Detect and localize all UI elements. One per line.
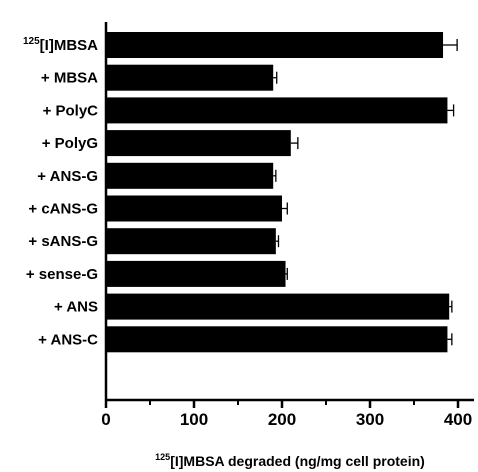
error-bar bbox=[443, 39, 458, 51]
error-bar bbox=[447, 104, 455, 117]
x-tick-label: 0 bbox=[101, 410, 110, 429]
bar bbox=[106, 228, 276, 255]
category-label: + PolyC bbox=[43, 102, 99, 119]
bar bbox=[106, 293, 450, 320]
category-label: 125[I]MBSA bbox=[23, 36, 98, 54]
category-label: + ANS-C bbox=[38, 331, 98, 348]
category-label: + sANS-G bbox=[28, 233, 98, 250]
error-bar bbox=[285, 267, 288, 280]
category-label-text: + ANS-G bbox=[37, 168, 98, 185]
x-axis-title-superscript: 125 bbox=[155, 452, 170, 462]
category-label-text: + cANS-G bbox=[28, 201, 98, 218]
x-tick-label: 200 bbox=[268, 410, 296, 429]
x-axis-title: 125[I]MBSA degraded (ng/mg cell protein) bbox=[155, 452, 425, 469]
category-label: + ANS bbox=[54, 299, 98, 316]
error-bar bbox=[275, 235, 280, 248]
x-tick-label: 300 bbox=[356, 410, 384, 429]
x-axis-title-text: [I]MBSA degraded (ng/mg cell protein) bbox=[170, 453, 425, 469]
category-label-text: + ANS bbox=[54, 299, 98, 316]
error-bars-group bbox=[273, 39, 458, 346]
category-label: + sense-G bbox=[26, 266, 98, 283]
x-tick-label: 400 bbox=[444, 410, 472, 429]
error-bar bbox=[447, 333, 453, 346]
category-label-text: + MBSA bbox=[41, 70, 98, 87]
error-bar bbox=[273, 169, 277, 182]
error-bar bbox=[282, 202, 288, 215]
bar bbox=[106, 162, 274, 189]
x-axis: 0 100 200 300 400 bbox=[101, 22, 474, 429]
bar bbox=[106, 64, 274, 91]
bar bbox=[106, 326, 448, 353]
category-label-text: + ANS-C bbox=[38, 331, 98, 348]
category-label: + ANS-G bbox=[37, 168, 98, 185]
bar bbox=[106, 97, 448, 124]
bar bbox=[106, 130, 291, 157]
category-label-superscript: 125 bbox=[23, 36, 40, 47]
bar bbox=[106, 195, 282, 222]
bars-group bbox=[106, 32, 450, 353]
bar bbox=[106, 32, 444, 58]
error-bar bbox=[449, 300, 453, 313]
category-label-text: + PolyC bbox=[43, 102, 99, 119]
error-bar bbox=[273, 71, 278, 84]
category-label: + MBSA bbox=[41, 70, 98, 87]
bar bbox=[106, 260, 286, 287]
category-label: + PolyG bbox=[42, 135, 98, 152]
x-tick-label: 100 bbox=[180, 410, 208, 429]
error-bar bbox=[290, 137, 299, 150]
category-labels: 125[I]MBSA + MBSA + PolyC + PolyG + ANS-G + c… bbox=[23, 36, 98, 348]
category-label-text: + sense-G bbox=[26, 266, 98, 283]
category-label-text: + sANS-G bbox=[28, 233, 98, 250]
category-label: + cANS-G bbox=[28, 201, 98, 218]
category-label-text: [I]MBSA bbox=[40, 37, 98, 54]
category-label-text: + PolyG bbox=[42, 135, 98, 152]
